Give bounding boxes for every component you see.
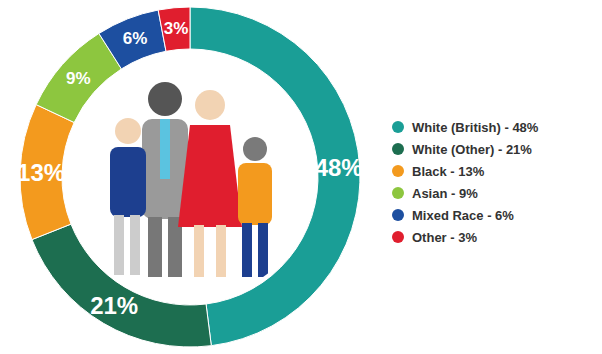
html-text:White (Other) - 21%: White (Other) - 21% bbox=[412, 141, 532, 157]
svg-text:21%: 21% bbox=[90, 292, 138, 319]
svg-text:9%: 9% bbox=[66, 69, 91, 88]
svg-text:48%: 48% bbox=[315, 154, 363, 181]
svg-text:6%: 6% bbox=[123, 29, 148, 48]
html-text:Asian - 9%: Asian - 9% bbox=[412, 185, 478, 201]
html-text:White (British) - 48%: White (British) - 48% bbox=[412, 119, 539, 135]
svg-text:3%: 3% bbox=[164, 19, 189, 38]
svg-text:13%: 13% bbox=[17, 159, 65, 186]
html-text:Mixed Race - 6%: Mixed Race - 6% bbox=[412, 207, 514, 223]
html-text:Other - 3%: Other - 3% bbox=[412, 229, 477, 245]
html-text:Black - 13%: Black - 13% bbox=[412, 163, 485, 179]
